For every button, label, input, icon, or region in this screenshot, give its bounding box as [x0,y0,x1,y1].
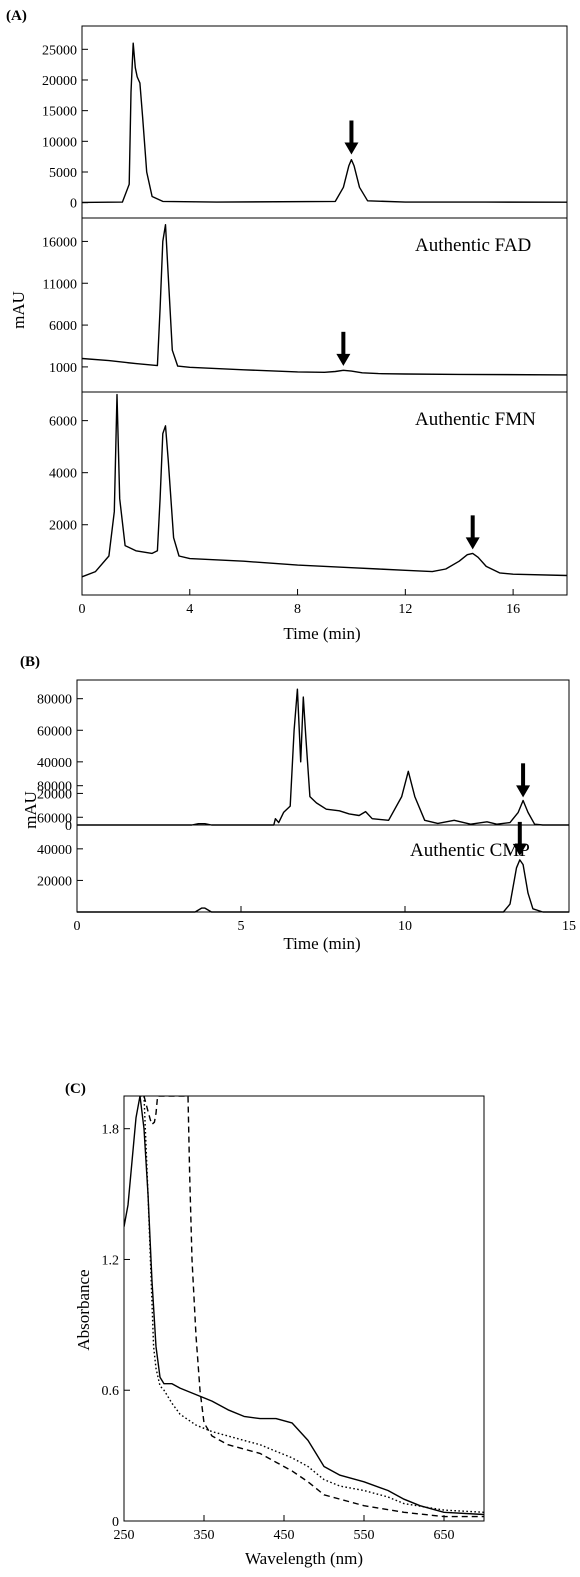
chart-b-sub1-ytick-label: 80000 [37,693,72,708]
chart-c-ytick-label: 0.6 [102,1384,120,1399]
chart-c-trace-dotted [140,1096,484,1513]
chart-b-xtick-label: 0 [74,919,81,934]
chart-a-sub1-peak-arrow [344,120,359,155]
chart-a-sub3-ytick-label: 2000 [49,519,77,534]
chart-a-sub3-ytick-label: 4000 [49,467,77,482]
chart-c: 0 0.6 1.2 1.8 250 350 450 550 650 Wavelength (nm… [74,1095,485,1568]
chart-a-sub2-ytick-label: 11000 [43,277,77,292]
chart-a-subplot-fad: Authentic FAD 1000 6000 11000 16000 [42,223,568,376]
chart-b-subplot-cmp: Authentic CMP 20000 40000 60000 80000 [37,780,569,913]
chart-b-sub1-trace [77,688,569,826]
chart-a-sub2-ytick-label: 16000 [42,235,77,250]
chart-b-sub2-ytick-label: 60000 [37,811,72,826]
chart-b-sub2-ytick-label: 80000 [37,780,72,795]
chart-b-xtick-label: 15 [562,919,576,934]
chart-a-sub1-ytick-label: 10000 [42,135,77,150]
chart-a-xtick-label: 12 [398,602,412,617]
chart-c-ytick-label: 1.2 [102,1253,120,1268]
panel-label-a: (A) [6,8,27,24]
chart-a-sub2-ytick-label: 6000 [49,319,77,334]
chart-a-sub3-trace [81,393,568,578]
chart-b: 0 20000 40000 60000 80000 Authentic CMP 2000… [21,679,576,953]
chart-a-xtick-label: 8 [294,602,301,617]
chart-a-xtick-label: 0 [79,602,86,617]
chart-b-sub2-ytick-label: 40000 [37,843,72,858]
annotation-authentic-cmp: Authentic CMP [410,840,530,861]
chart-a-sub1-ytick-label: 25000 [42,43,77,58]
chart-b-xtick-label: 10 [398,919,412,934]
chart-c-plot [124,1096,484,1518]
chart-c-xtick-label: 450 [274,1528,295,1543]
chart-c-trace-solid [124,1096,484,1516]
chart-a-border [81,25,568,596]
chart-a-sub1-ytick-label: 20000 [42,74,77,89]
panel-label-c: (C) [65,1081,86,1097]
chart-a-y-label: mAU [9,291,28,329]
chart-c-xtick-label: 650 [434,1528,455,1543]
chart-a-sub2-peak-arrow [336,331,351,366]
chart-b-sub1-ytick-label: 40000 [37,756,72,771]
chart-a-sub1-ytick-label: 15000 [42,105,77,120]
chart-a-sub1-trace [81,42,568,204]
chart-a-subplot-1: 0 5000 10000 15000 20000 25000 [42,42,568,212]
chart-a-subplot-fmn: Authentic FMN 2000 4000 6000 [49,393,568,578]
chart-b-frame [76,679,570,913]
chart-b-sub2-ytick-label: 20000 [37,874,72,889]
chart-a-sub2-trace [81,223,568,376]
chart-c-y-label: Absorbance [74,1269,93,1350]
chart-c-trace-dashed [143,1096,484,1518]
chart-b-sub2-peak-arrow [512,821,527,856]
chart-a-xtick-label: 16 [506,602,520,617]
chart-b-sub2-trace [77,859,569,913]
annotation-authentic-fad: Authentic FAD [415,235,531,256]
chart-c-xtick-label: 550 [354,1528,375,1543]
chart-c-ytick-label: 1.8 [102,1123,120,1138]
chart-a-x-axis: 0 4 8 12 16 [79,589,520,617]
chart-c-border [123,1095,485,1522]
chart-b-border [76,679,570,913]
chart-c-xtick-label: 250 [114,1528,135,1543]
chart-b-x-axis: 0 5 10 15 [74,906,576,934]
chart-a-sub3-peak-arrow [465,515,480,550]
annotation-authentic-fmn: Authentic FMN [415,409,536,430]
chart-a-sub2-ytick-label: 1000 [49,361,77,376]
chart-b-xtick-label: 5 [238,919,245,934]
chart-c-x-label: Wavelength (nm) [245,1549,363,1568]
chart-c-traces [124,1096,484,1518]
chart-b-sub1-peak-arrow [516,763,531,798]
chart-b-subplot-1: 0 20000 40000 60000 80000 [37,688,569,834]
chart-a-frame [81,25,568,596]
chart-b-y-label: mAU [21,791,40,829]
chart-b-x-label: Time (min) [283,934,360,953]
chart-b-sub1-ytick-label: 60000 [37,724,72,739]
chart-c-xtick-label: 350 [194,1528,215,1543]
chart-b-sub1-ytick-label: 0 [65,819,72,834]
chart-b-sub1-ytick-label: 20000 [37,787,72,802]
chart-a-sub1-ytick-label: 5000 [49,166,77,181]
panel-label-b: (B) [20,654,40,670]
chart-a-sub3-ytick-label: 6000 [49,415,77,430]
chart-a-sub1-ytick-label: 0 [70,197,77,212]
chart-a-x-label: Time (min) [283,624,360,643]
chart-a-xtick-label: 4 [186,602,193,617]
chart-c-ytick-label: 0 [112,1515,119,1530]
chart-c-axes: 0 0.6 1.2 1.8 250 350 450 550 650 [102,1123,455,1543]
